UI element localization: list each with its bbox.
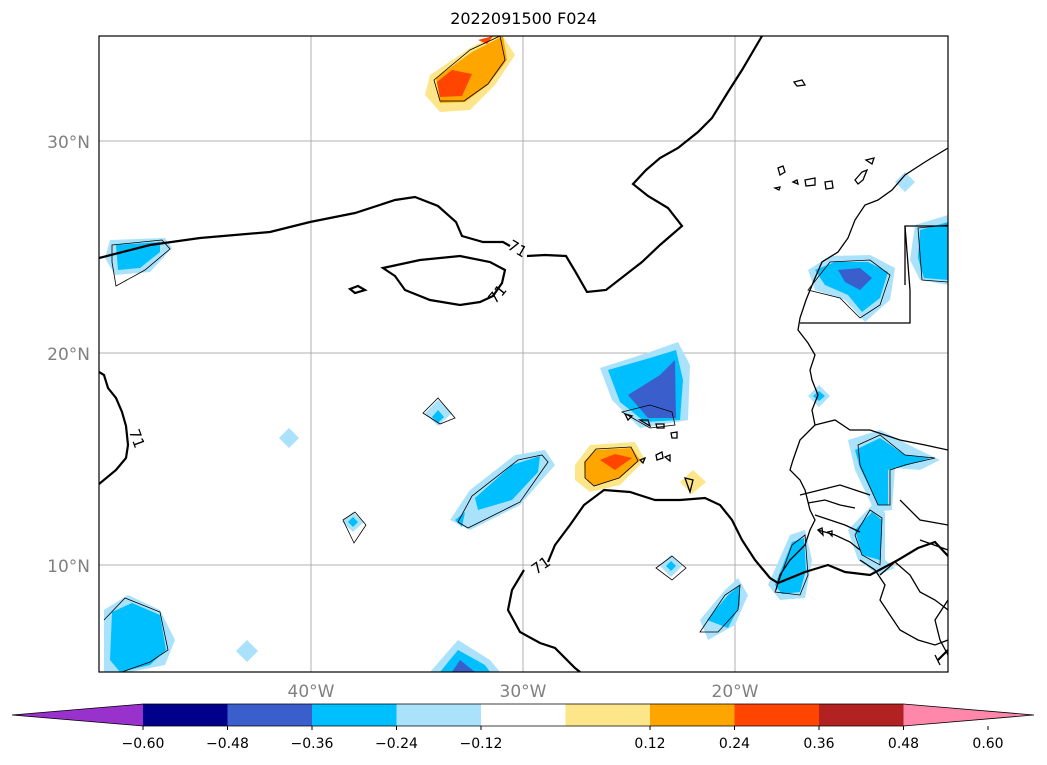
- colorbar-extend-min: [12, 704, 143, 726]
- coastlines: [623, 79, 948, 666]
- colorbar-segment: [481, 704, 566, 726]
- colorbar-tick-label: −0.24: [375, 736, 418, 752]
- colorbar-tick-label: 0.48: [888, 736, 919, 752]
- colorbar-extend-max: [903, 704, 1034, 726]
- colorbar: −0.60 −0.48 −0.36 −0.24 −0.12 0.12 0.24 0.36 0.4…: [11, 703, 1035, 752]
- lat-label-10n: 10°N: [47, 557, 90, 577]
- colorbar-tick-label: 0.12: [634, 736, 665, 752]
- lat-label-20n: 20°N: [47, 345, 90, 365]
- colorbar-tick-label: −0.36: [291, 736, 334, 752]
- colorbar-tick-label: 0.60: [972, 736, 1003, 752]
- lat-label-30n: 30°N: [47, 133, 90, 153]
- colorbar-segment: [819, 704, 904, 726]
- colorbar-segment: [143, 704, 228, 726]
- colorbar-segment: [565, 704, 651, 726]
- colorbar-segment: [312, 704, 397, 726]
- colorbar-segment: [734, 704, 820, 726]
- contour-label-71-c: 71: [125, 427, 148, 451]
- colorbar-segment: [396, 704, 482, 726]
- anomaly-shading: [104, 36, 948, 672]
- lon-label-30w: 30°W: [500, 682, 547, 702]
- map-frame: [98, 35, 949, 673]
- gridlines: [99, 36, 948, 672]
- contour-71-lines: [99, 36, 948, 672]
- colorbar-tick-label: 0.36: [803, 736, 834, 752]
- colorbar-segment: [650, 704, 735, 726]
- colorbar-tick-label: 0.24: [719, 736, 750, 752]
- colorbar-tick-label: −0.12: [460, 736, 503, 752]
- colorbar-segment: [227, 704, 313, 726]
- map-title: 2022091500 F024: [450, 9, 597, 28]
- lon-label-20w: 20°W: [712, 682, 759, 702]
- colorbar-tick-label: −0.48: [206, 736, 249, 752]
- lon-label-40w: 40°W: [288, 682, 335, 702]
- colorbar-tick-label: −0.60: [122, 736, 165, 752]
